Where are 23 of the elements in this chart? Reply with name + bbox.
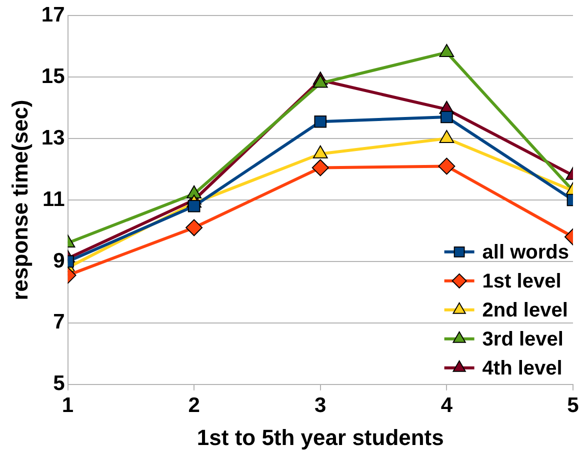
y-tick-label: 9 <box>53 249 65 272</box>
x-tick-label: 3 <box>314 394 326 417</box>
x-tick-label: 4 <box>440 394 453 417</box>
x-axis-title: 1st to 5th year students <box>196 424 444 450</box>
y-tick-label: 11 <box>42 188 66 211</box>
legend-label: 4th level <box>482 357 562 380</box>
point <box>312 145 328 158</box>
legend-label: 1st level <box>482 270 562 292</box>
legend-label: 3rd level <box>482 328 564 350</box>
y-tick-label: 15 <box>41 64 66 88</box>
y-tick-label: 7 <box>53 310 65 334</box>
y-tick-label: 5 <box>53 372 66 396</box>
x-tick-label: 1 <box>62 394 74 417</box>
legend-label: 2nd level <box>482 299 568 322</box>
point <box>312 159 329 176</box>
y-tick-label: 13 <box>41 126 65 150</box>
y-tick-label: 17 <box>41 3 65 26</box>
x-tick-label: 2 <box>188 394 200 417</box>
x-tick-label: 5 <box>567 394 580 417</box>
legend-label: all words <box>482 241 570 264</box>
y-axis-title: response time(sec) <box>7 100 32 300</box>
point <box>312 74 328 88</box>
point <box>186 219 203 236</box>
